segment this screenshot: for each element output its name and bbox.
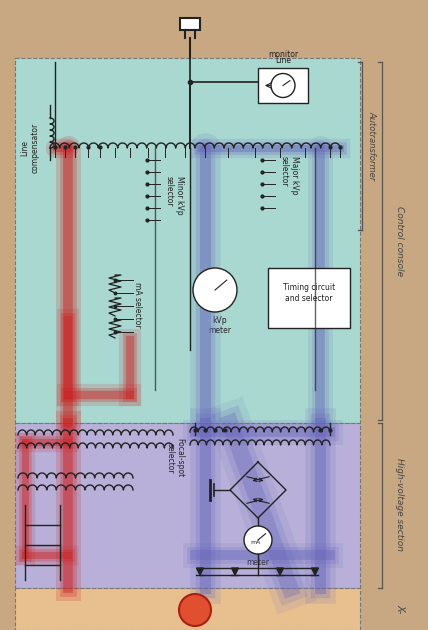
Text: High-voltage section: High-voltage section (395, 459, 404, 551)
Polygon shape (312, 568, 318, 575)
Text: Line
compensator: Line compensator (20, 123, 40, 173)
Text: Line: Line (275, 56, 291, 65)
Text: mA: mA (251, 539, 261, 544)
Text: mA selector: mA selector (133, 282, 142, 328)
Text: kVp
meter: kVp meter (208, 316, 232, 335)
Text: Autotransformer: Autotransformer (368, 112, 377, 181)
Text: meter: meter (247, 558, 270, 567)
Text: monitor: monitor (268, 50, 298, 59)
Bar (258, 68, 308, 103)
Circle shape (271, 74, 295, 98)
Bar (180, 18, 200, 30)
Text: Timing circuit
and selector: Timing circuit and selector (283, 284, 335, 302)
Polygon shape (196, 568, 203, 575)
Text: Major kVp
selector: Major kVp selector (280, 156, 300, 194)
Text: Control console: Control console (395, 206, 404, 276)
Text: Focal-spot
selector: Focal-spot selector (165, 438, 185, 478)
Circle shape (179, 594, 211, 626)
Bar (15, 58, 360, 423)
Text: X-: X- (395, 604, 405, 614)
Text: Minor kVp
selector: Minor kVp selector (165, 176, 184, 214)
Bar (15, 588, 360, 630)
Polygon shape (232, 568, 238, 575)
Bar (15, 423, 360, 588)
Circle shape (244, 526, 272, 554)
Circle shape (193, 268, 237, 312)
Bar (268, 268, 350, 328)
Polygon shape (276, 568, 283, 575)
